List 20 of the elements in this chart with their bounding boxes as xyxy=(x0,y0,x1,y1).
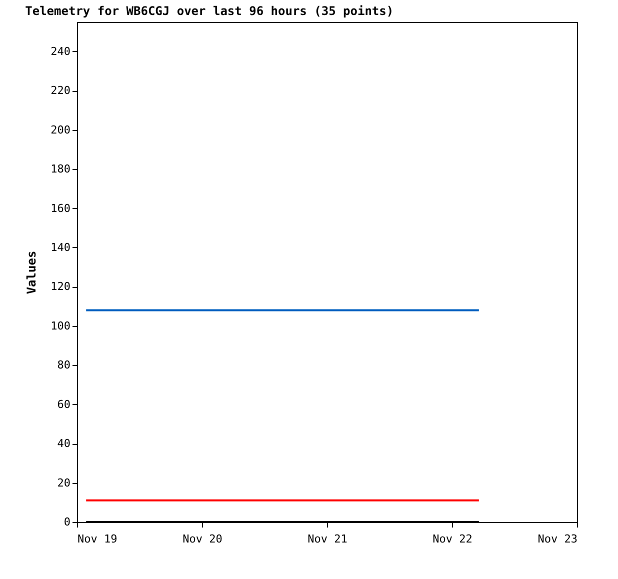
y-tick-label: 140 xyxy=(50,240,70,254)
y-tick-label: 120 xyxy=(50,280,70,294)
x-tick-label: Nov 23 xyxy=(538,532,578,546)
x-tick-label: Nov 19 xyxy=(78,532,118,546)
y-tick-label: 0 xyxy=(64,516,70,528)
y-tick-label: 60 xyxy=(57,398,70,411)
x-tick-label: Nov 22 xyxy=(432,532,472,546)
x-tick-label: Nov 20 xyxy=(182,532,222,546)
y-tick-label: 100 xyxy=(50,319,70,332)
x-tick-label: Nov 21 xyxy=(308,532,348,546)
y-axis-title: Values xyxy=(24,250,39,294)
y-tick-label: 40 xyxy=(57,437,70,450)
y-tick-label: 20 xyxy=(57,476,70,490)
y-tick-label: 80 xyxy=(57,358,70,372)
y-tick-label: 160 xyxy=(50,202,70,215)
y-tick-label: 180 xyxy=(50,162,70,176)
chart-title: Telemetry for WB6CGJ over last 96 hours (35 points) xyxy=(25,4,394,18)
y-tick-label: 200 xyxy=(50,123,70,136)
y-tick-label: 240 xyxy=(50,44,70,58)
y-tick-label: 220 xyxy=(50,84,70,98)
